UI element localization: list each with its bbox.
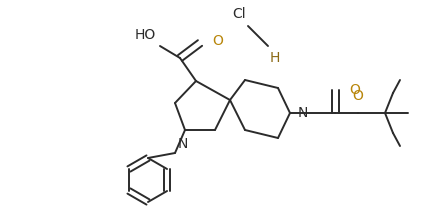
- Text: O: O: [349, 83, 360, 97]
- Text: H: H: [270, 51, 281, 65]
- Text: HO: HO: [135, 28, 156, 42]
- Text: N: N: [298, 106, 308, 120]
- Text: N: N: [178, 137, 188, 151]
- Text: Cl: Cl: [233, 7, 246, 21]
- Text: O: O: [212, 34, 223, 48]
- Text: O: O: [353, 89, 363, 103]
